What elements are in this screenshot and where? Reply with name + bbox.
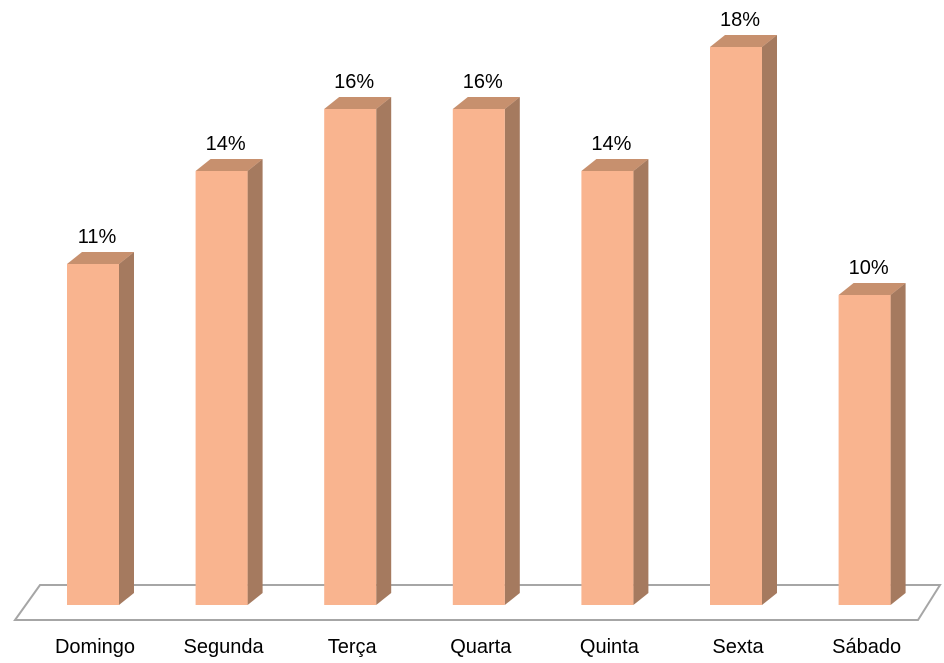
category-label: Quinta xyxy=(580,636,640,658)
bar-segunda xyxy=(195,159,263,605)
data-label: 10% xyxy=(849,257,889,279)
data-label: 14% xyxy=(591,133,631,155)
bar-front-face xyxy=(324,109,377,605)
bar-top-face xyxy=(581,159,649,171)
bar-quarta xyxy=(452,97,520,605)
bar-side-face xyxy=(633,159,649,605)
bar-side-face xyxy=(119,252,134,605)
bar-side-face xyxy=(890,283,906,605)
bar-top-face xyxy=(324,97,392,109)
bar-side-face xyxy=(247,159,263,605)
data-label: 11% xyxy=(78,226,117,248)
bar-front-face xyxy=(710,47,762,605)
category-label: Domingo xyxy=(55,636,135,658)
bar-front-face xyxy=(838,295,891,605)
bar-side-face xyxy=(376,97,392,605)
bar-side-face xyxy=(504,97,520,605)
bar-front-face xyxy=(452,109,505,605)
bar-side-face xyxy=(762,35,777,605)
bar-top-face xyxy=(452,97,520,109)
data-label: 18% xyxy=(720,9,760,31)
data-label: 16% xyxy=(463,71,503,93)
bar-front-face xyxy=(581,171,634,605)
bar-top-face xyxy=(195,159,263,171)
bar-front-face xyxy=(195,171,248,605)
bar-top-face xyxy=(67,252,134,264)
bar-front-face xyxy=(67,264,119,605)
category-label: Sábado xyxy=(832,636,901,658)
category-label: Sexta xyxy=(712,636,764,658)
bar-quinta xyxy=(581,159,649,605)
bar-terça xyxy=(324,97,392,605)
bar-sexta xyxy=(710,35,777,605)
data-label: 14% xyxy=(206,133,246,155)
bar-domingo xyxy=(67,252,134,605)
category-label: Segunda xyxy=(184,636,265,658)
bar-top-face xyxy=(710,35,777,47)
data-label: 16% xyxy=(334,71,374,93)
category-label: Quarta xyxy=(450,636,512,658)
bar-top-face xyxy=(838,283,906,295)
bar-sábado xyxy=(838,283,906,605)
category-label: Terça xyxy=(328,636,378,658)
